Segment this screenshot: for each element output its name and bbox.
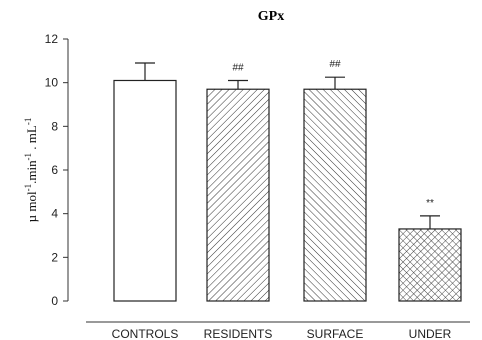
bar-residents	[206, 88, 270, 302]
bar-surface	[303, 88, 367, 302]
labels: CONTROLS ## RESIDENTS ## SURFACE ** UNDER	[112, 59, 452, 340]
y-tick-label: 6	[51, 163, 58, 177]
category-label: RESIDENTS	[204, 327, 273, 340]
significance-annotation: ##	[232, 62, 244, 73]
category-label: CONTROLS	[112, 327, 179, 340]
y-tick-label: 2	[51, 250, 58, 264]
significance-annotation: **	[426, 198, 434, 209]
chart-title: GPx	[258, 9, 284, 24]
bar-controls	[113, 79, 177, 302]
bar-under	[398, 228, 462, 302]
y-tick-label: 4	[51, 207, 58, 221]
y-label-superscript: -1	[23, 118, 33, 126]
bars	[113, 62, 462, 302]
y-label-text: . mL	[24, 125, 39, 153]
category-label: UNDER	[409, 327, 452, 340]
y-label-text: µ mol	[24, 191, 39, 222]
y-label-text: .min	[24, 160, 39, 184]
category-label: SURFACE	[307, 327, 364, 340]
y-axis-label: µ mol-1.min-1 . mL-1	[23, 118, 39, 223]
y-label-superscript: -1	[23, 184, 33, 192]
y-tick-label: 0	[51, 294, 58, 308]
y-tick-label: 8	[51, 119, 58, 133]
y-label-superscript: -1	[23, 153, 33, 161]
y-tick-label: 10	[45, 76, 59, 90]
axes: 0 2 4 6 8 10 12	[45, 32, 470, 323]
significance-annotation: ##	[329, 59, 341, 70]
y-tick-label: 12	[45, 32, 59, 46]
